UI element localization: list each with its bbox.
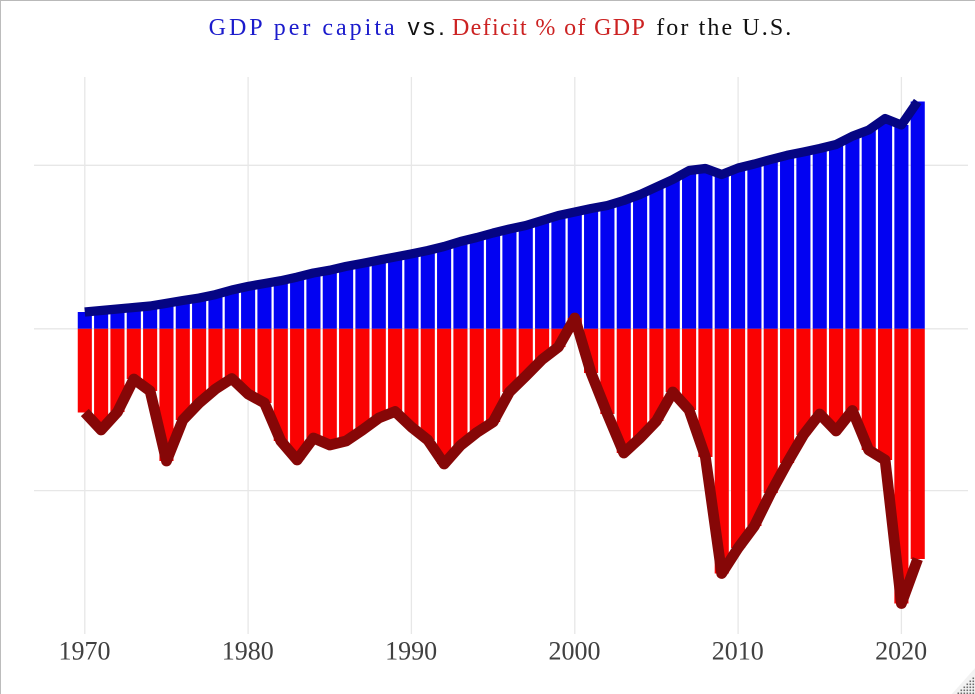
svg-text:2010: 2010 <box>712 637 764 666</box>
svg-text:1970: 1970 <box>59 637 111 666</box>
svg-text:1990: 1990 <box>385 637 437 666</box>
svg-text:2020: 2020 <box>875 637 927 666</box>
svg-text:2000: 2000 <box>549 637 601 666</box>
svg-text:1980: 1980 <box>222 637 274 666</box>
